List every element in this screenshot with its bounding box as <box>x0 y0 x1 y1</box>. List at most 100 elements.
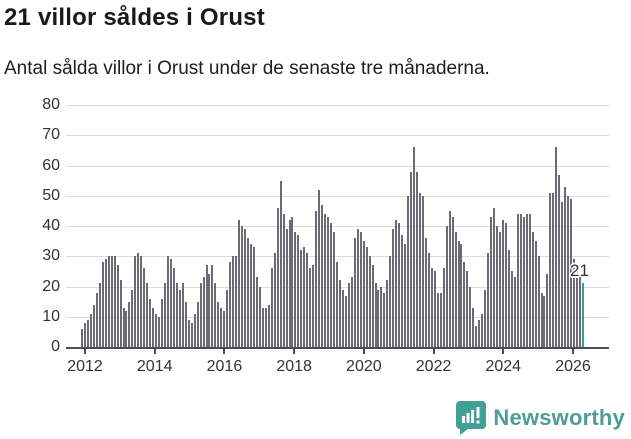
bar <box>534 241 537 347</box>
x-axis-tick-label: 2024 <box>485 358 522 375</box>
bar <box>92 304 95 347</box>
newsworthy-icon <box>456 401 487 435</box>
bar <box>472 307 475 347</box>
y-axis-tick-label: 50 <box>42 186 60 204</box>
bar <box>353 238 356 347</box>
bar <box>146 283 149 347</box>
bar <box>549 192 552 347</box>
bar <box>457 241 460 347</box>
bar <box>276 207 279 347</box>
bar <box>285 229 288 347</box>
bar <box>208 274 211 347</box>
highlighted-bar <box>582 283 585 347</box>
bar <box>113 256 116 347</box>
bar <box>362 241 365 347</box>
bar <box>81 328 83 347</box>
x-axis-tick-label: 2026 <box>555 358 591 375</box>
bar <box>143 268 146 347</box>
bar <box>344 295 347 347</box>
bar <box>217 301 220 347</box>
bar <box>374 283 377 347</box>
chart-subtitle: Antal sålda villor i Orust under de sena… <box>4 58 490 79</box>
bar <box>347 283 350 347</box>
bar <box>386 280 389 347</box>
bar <box>478 319 481 347</box>
bar <box>570 198 573 347</box>
bar <box>356 229 359 347</box>
bar <box>335 262 338 347</box>
bar <box>333 232 335 347</box>
bar <box>214 283 217 347</box>
bar <box>258 286 261 347</box>
gridline <box>66 165 609 167</box>
bar <box>116 265 119 347</box>
bar <box>128 301 131 347</box>
bar <box>318 189 321 347</box>
bar <box>226 289 229 347</box>
bar <box>439 292 442 347</box>
y-axis-tick-label: 0 <box>51 338 60 355</box>
newsworthy-logo[interactable]: Newsworthy <box>456 401 625 435</box>
bar <box>383 292 386 347</box>
bar <box>389 256 392 347</box>
bar <box>122 307 125 347</box>
bar <box>158 316 161 347</box>
bar <box>504 222 507 347</box>
bar <box>543 295 546 347</box>
bar <box>525 213 528 347</box>
bar <box>155 313 158 347</box>
bar <box>202 277 205 347</box>
bar <box>499 232 502 347</box>
bar <box>487 253 490 347</box>
bar <box>184 301 187 347</box>
x-axis <box>66 347 609 349</box>
bar <box>164 283 166 347</box>
bar <box>294 232 297 347</box>
x-axis-tick <box>153 349 156 354</box>
bar <box>416 171 418 347</box>
bar <box>463 262 466 347</box>
bar <box>95 292 98 347</box>
bar <box>161 298 164 347</box>
bar <box>552 192 555 347</box>
bar <box>377 289 380 347</box>
bar <box>125 310 128 347</box>
bar <box>516 213 519 347</box>
bar <box>291 216 294 347</box>
bar <box>576 271 579 347</box>
bar <box>255 277 258 347</box>
bar <box>223 310 226 347</box>
bar <box>327 216 330 347</box>
bar <box>178 289 181 347</box>
bar <box>86 319 89 347</box>
chart-area: 0 10 20 30 40 50 60 70 80 2012 2014 2016 2018 2020 202… <box>0 96 631 396</box>
bar <box>430 268 433 347</box>
bar <box>101 262 104 347</box>
x-axis-tick <box>571 349 574 354</box>
bar <box>169 259 172 347</box>
bar <box>241 226 244 347</box>
y-axis-tick-label: 40 <box>42 217 60 234</box>
y-axis-tick-label: 70 <box>42 126 60 144</box>
bar <box>460 244 463 347</box>
bar <box>395 219 398 347</box>
bar <box>537 256 540 347</box>
bar <box>410 171 413 347</box>
bar <box>89 313 92 347</box>
bar <box>297 235 300 347</box>
bar <box>181 283 184 347</box>
bar <box>211 265 214 347</box>
bar <box>238 219 241 347</box>
bar <box>264 307 267 347</box>
bar <box>282 213 285 347</box>
bar <box>448 210 451 347</box>
x-axis-tick <box>502 349 505 354</box>
bar <box>119 280 122 347</box>
bar <box>442 268 445 347</box>
bar <box>309 268 312 347</box>
bar <box>110 256 113 347</box>
bar <box>496 226 499 347</box>
x-axis-tick-label: 2022 <box>415 358 452 375</box>
bar <box>371 265 374 347</box>
bar <box>368 256 371 347</box>
